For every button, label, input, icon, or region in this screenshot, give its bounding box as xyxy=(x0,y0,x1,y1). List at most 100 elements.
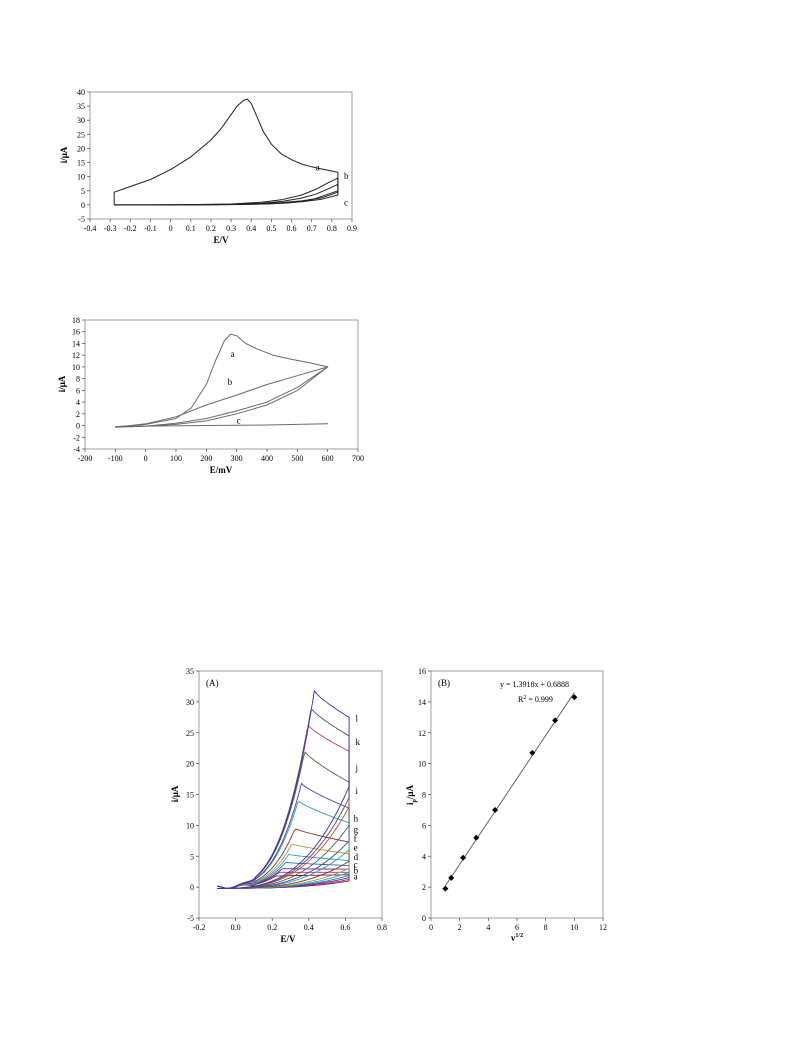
y-tick-label: 8 xyxy=(76,375,80,384)
x-tick-label: 0.5 xyxy=(266,224,276,233)
plot-frame xyxy=(89,91,353,220)
x-tick-label: 0.6 xyxy=(340,923,350,932)
chart-panel-a: -0.2 0.0 0.2 0.4 0.6 0.8 -5 0 5 10 15 20 25 30 35 l k j i… xyxy=(170,667,387,944)
x-tick-label: 0.7 xyxy=(307,224,317,233)
series-line-m xyxy=(217,689,350,889)
x-tick-label: 10 xyxy=(570,923,578,932)
curve-label-g: g xyxy=(354,825,359,835)
y-tick-label: 4 xyxy=(422,852,426,861)
fit-equation: y = 1.3918x + 0.6888 xyxy=(500,680,569,689)
data-point xyxy=(552,717,559,724)
data-point xyxy=(460,854,467,861)
y-tick-label: 12 xyxy=(72,351,80,360)
x-tick-label: 12 xyxy=(599,923,607,932)
y-tick-label: 35 xyxy=(186,667,194,676)
y-tick-label: 25 xyxy=(77,130,85,139)
curve-label-c: c xyxy=(237,415,241,425)
x-tick-label: 0 xyxy=(429,923,433,932)
y-tick-label: 15 xyxy=(77,159,85,168)
curve-label-l: l xyxy=(355,714,358,724)
curve-label-h: h xyxy=(354,814,359,824)
ticks-layer: -200 -100 0 100 200 300 400 500 600 700 -4 -2 0 2 4 6 8 1… xyxy=(72,316,364,463)
x-tick-label: 0.0 xyxy=(231,923,241,932)
curve-label-c: c xyxy=(344,198,348,208)
curve-label-e: e xyxy=(354,843,358,853)
x-tick-label: 0.2 xyxy=(267,923,277,932)
y-axis-label: ip/μA xyxy=(405,785,418,805)
fit-line xyxy=(444,692,575,887)
y-tick-label: 10 xyxy=(72,363,80,372)
x-axis-label: E/V xyxy=(280,934,296,944)
x-tick-label: -0.2 xyxy=(124,224,137,233)
x-tick-label: -0.1 xyxy=(144,224,157,233)
x-tick-label: 400 xyxy=(261,454,273,463)
chart-panel-b: 0 2 4 6 8 10 12 0 2 4 6 8 10 12 14 16 (B) y = 1.3918x +… xyxy=(405,667,607,943)
x-tick-label: 0.4 xyxy=(246,224,256,233)
y-axis-label: i/μA xyxy=(170,785,180,802)
x-tick-label: 500 xyxy=(291,454,303,463)
x-tick-label: 0.6 xyxy=(287,224,297,233)
curve-label-d: d xyxy=(354,852,359,862)
x-tick-label: 0.1 xyxy=(186,224,196,233)
x-tick-label: 0.4 xyxy=(304,923,314,932)
series-line-g xyxy=(217,828,350,889)
curve-label-b: b xyxy=(354,865,359,875)
y-tick-label: 5 xyxy=(190,852,194,861)
curve-label-b: b xyxy=(228,377,233,387)
x-tick-label: 4 xyxy=(486,923,490,932)
y-tick-label: -4 xyxy=(73,445,80,454)
y-tick-label: 8 xyxy=(422,791,426,800)
r-squared: R2 = 0.999 xyxy=(518,695,553,704)
x-tick-label: -0.2 xyxy=(193,923,206,932)
x-tick-label: 0.8 xyxy=(327,224,337,233)
x-tick-label: 100 xyxy=(170,454,182,463)
y-tick-label: 6 xyxy=(422,821,426,830)
y-tick-label: 0 xyxy=(76,422,80,431)
y-tick-label: -2 xyxy=(73,433,80,442)
y-tick-label: 15 xyxy=(186,791,194,800)
y-tick-label: 30 xyxy=(186,698,194,707)
y-tick-label: 16 xyxy=(72,328,80,337)
y-tick-label: 25 xyxy=(186,729,194,738)
y-tick-label: 4 xyxy=(76,398,80,407)
x-tick-label: -0.4 xyxy=(84,224,97,233)
series-line-b xyxy=(115,366,329,428)
curve-label-a: a xyxy=(354,872,358,882)
series-line-c xyxy=(115,423,329,428)
y-tick-label: 18 xyxy=(72,316,80,325)
y-tick-label: -5 xyxy=(78,215,85,224)
ticks-layer: 0 2 4 6 8 10 12 0 2 4 6 8 10 12 14 16 xyxy=(418,667,607,932)
x-tick-label: 0.9 xyxy=(347,224,357,233)
x-tick-label: 0.3 xyxy=(226,224,236,233)
series-layer xyxy=(115,333,329,428)
panel-label: (B) xyxy=(438,678,450,688)
data-point xyxy=(442,885,449,892)
x-axis-label: E/V xyxy=(213,235,229,245)
data-point xyxy=(529,749,536,756)
y-tick-label: 5 xyxy=(81,187,85,196)
y-tick-label: 10 xyxy=(186,821,194,830)
x-tick-label: -200 xyxy=(78,454,93,463)
series-line-a xyxy=(115,333,329,428)
y-tick-label: 20 xyxy=(186,760,194,769)
y-tick-label: 14 xyxy=(72,339,80,348)
ticks-layer: -0.2 0.0 0.2 0.4 0.6 0.8 -5 0 5 10 15 20 25 30 35 xyxy=(186,667,387,932)
series-line-c xyxy=(114,183,339,206)
plot-frame xyxy=(84,319,359,450)
y-tick-label: 6 xyxy=(76,386,80,395)
y-tick-label: 14 xyxy=(418,698,426,707)
x-tick-label: 8 xyxy=(544,923,548,932)
panel-label: (A) xyxy=(206,678,219,688)
x-tick-label: 300 xyxy=(231,454,243,463)
x-tick-label: 200 xyxy=(200,454,212,463)
y-tick-label: 0 xyxy=(422,914,426,923)
x-tick-label: 2 xyxy=(458,923,462,932)
x-tick-label: 0.8 xyxy=(377,923,387,932)
curve-label-i: i xyxy=(355,786,358,796)
curve-label-a: a xyxy=(231,349,235,359)
x-tick-label: 700 xyxy=(352,454,364,463)
y-axis-label: i/μA xyxy=(59,146,69,163)
ticks-layer: -0.4 -0.3 -0.2 -0.1 0 0.1 0.2 0.3 0.4 0.5 0.6 0.7 0.… xyxy=(77,88,357,233)
